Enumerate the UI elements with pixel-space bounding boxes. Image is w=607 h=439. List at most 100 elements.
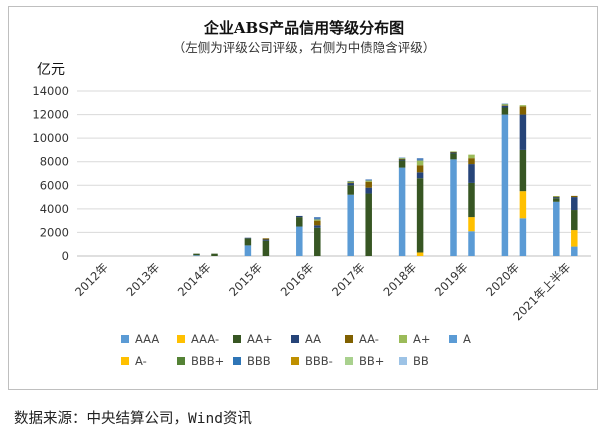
bar-segment-right-AA (262, 239, 270, 241)
bar-segment-right-AA (468, 164, 475, 183)
source-note: 数据来源：中央结算公司，Wind资讯 (14, 411, 252, 427)
y-tick-label: 10000 (32, 131, 69, 145)
bar-segment-left-AA (296, 215, 303, 218)
legend-swatch (399, 357, 407, 365)
legend-swatch (233, 335, 241, 343)
bar-segment-left-AAA (501, 114, 509, 256)
bar-segment-left-AA+ (193, 253, 200, 256)
bar-segment-right-AA- (262, 238, 270, 240)
legend-label: BBB+ (191, 354, 224, 368)
legend-swatch (291, 335, 299, 343)
y-tick-label: 14000 (32, 84, 69, 98)
bar-segment-left-A (398, 157, 406, 159)
bar-segment-right-A (416, 158, 424, 161)
bar-segment-right-AA+ (571, 210, 578, 231)
bar-segment-left-AA+ (450, 153, 457, 160)
bar-segment-right-A (314, 217, 321, 220)
bar-segment-right-AA+ (365, 193, 372, 256)
bar-segment-left-AA- (450, 151, 457, 153)
bar-segment-left-AAA (553, 201, 560, 256)
bar-segment-left-AA+ (347, 185, 354, 195)
legend-swatch (345, 357, 353, 365)
bar-segment-left-AA (244, 237, 252, 239)
y-tick-label: 2000 (40, 225, 69, 239)
bar-segment-right-AA- (365, 181, 372, 188)
bar-segment-left-AAA (296, 226, 303, 256)
bar-segment-left-AA- (501, 105, 509, 106)
legend-swatch (233, 357, 241, 365)
bar-segment-left-A+ (501, 103, 509, 106)
bar-segment-right-A+ (468, 154, 475, 159)
bar-segment-left-A (347, 180, 354, 182)
legend-label: AAA- (191, 332, 219, 346)
legend-label: AA (305, 332, 321, 346)
bar-segment-left-AA- (347, 182, 354, 184)
chart: 企业ABS产品信用等级分布图 （左侧为评级公司评级，右侧为中债隐含评级） 亿元 … (32, 19, 591, 368)
x-tick-label: 2014年 (175, 260, 214, 299)
bar-segment-left-AAA (347, 194, 354, 256)
bar-segment-left-A (501, 103, 509, 105)
bar-segment-left-A+ (347, 181, 354, 183)
x-tick-labels: 2012年 2013年 2014年 2015年 2016年 2017年 2018年 2019年… (72, 260, 573, 323)
x-tick-label: 2017年 (329, 260, 368, 299)
bar-segment-left-AA (398, 159, 406, 161)
legend-label: BBB (247, 354, 271, 368)
legend-swatch (449, 335, 457, 343)
legend-label: AA- (359, 332, 379, 346)
bar-segment-left-A+ (398, 158, 406, 160)
bar-segment-left-AA- (398, 159, 406, 160)
bar-segment-right-A+ (519, 105, 527, 107)
legend-label: BB (413, 354, 429, 368)
bar-segment-right-A+ (314, 219, 321, 221)
gridlines (77, 90, 591, 257)
x-tick-label: 2013年 (123, 260, 162, 299)
legend-label: AAA (135, 332, 159, 346)
bar-segment-right-AAA- (519, 191, 527, 219)
bar-segment-left-A+ (450, 151, 457, 152)
bar-segment-left-AA (553, 197, 560, 199)
x-tick-label: 2018年 (380, 260, 419, 299)
y-tick-labels: 0 2000 4000 6000 8000 10000 12000 14000 (32, 84, 69, 263)
legend-swatch (177, 335, 185, 343)
legend-swatch (121, 357, 129, 365)
bar-segment-right-AA+ (314, 227, 321, 256)
bar-segment-right-AAA- (416, 252, 424, 256)
bar-segment-right-AA+ (262, 240, 270, 256)
legend-swatch (399, 335, 407, 343)
chart-subtitle: （左侧为评级公司评级，右侧为中债隐含评级） (173, 40, 436, 55)
bar-segment-right-A+ (365, 180, 372, 182)
bar-segment-right-AA- (571, 195, 578, 198)
legend-label: A+ (413, 332, 431, 346)
bar-segment-right-AA (519, 114, 527, 150)
bar-segment-right-AA+ (211, 253, 218, 256)
legend-label: A- (135, 354, 147, 368)
y-tick-label: 4000 (40, 202, 69, 216)
legend-swatch (121, 335, 129, 343)
y-tick-label: 8000 (40, 155, 69, 169)
x-tick-label: 2019年 (432, 260, 471, 299)
x-tick-label: 2016年 (278, 260, 317, 299)
bar-segment-right-AA+ (468, 182, 475, 218)
bar-segment-left-AA+ (296, 217, 303, 227)
legend: AAA AAA- AA+ AA AA- A+ AA- BBB+ BBB BBB- BB+ BB (121, 332, 471, 368)
legend-label: A (463, 332, 471, 346)
legend-label: BBB- (305, 354, 333, 368)
bars (193, 103, 578, 256)
bar-segment-left-A+ (553, 196, 560, 197)
bar-segment-right-AAA (468, 231, 475, 256)
bar-segment-right-A+ (416, 160, 424, 166)
bar-segment-left-AAA (450, 159, 457, 256)
bar-segment-right-AAA (571, 246, 578, 256)
bar-segment-right-AA+ (519, 149, 527, 192)
x-tick-label: 2020年 (483, 260, 522, 299)
bar-segment-right-AA- (314, 220, 321, 226)
bar-segment-right-AAA- (468, 217, 475, 232)
bar-segment-left-AA+ (501, 107, 509, 115)
bar-segment-right-AA (416, 172, 424, 179)
legend-label: AA+ (247, 332, 273, 346)
legend-swatch (291, 357, 299, 365)
bar-segment-left-AA (347, 182, 354, 186)
bar-segment-left-AA (501, 105, 509, 108)
chart-frame: 企业ABS产品信用等级分布图 （左侧为评级公司评级，右侧为中债隐含评级） 亿元 … (8, 6, 598, 390)
legend-swatch (345, 335, 353, 343)
